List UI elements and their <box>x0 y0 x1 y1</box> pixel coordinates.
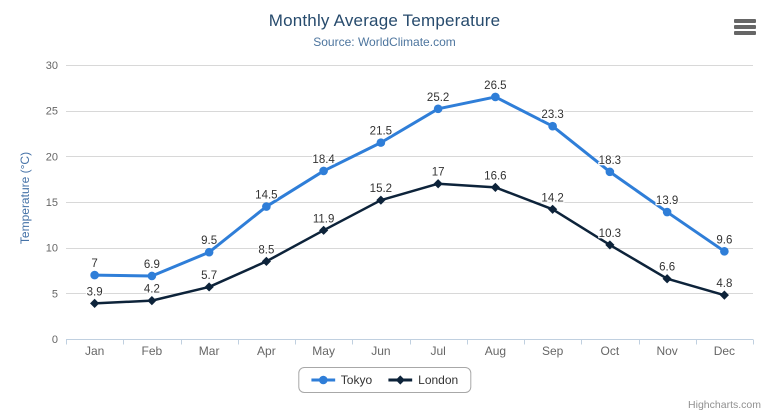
data-point-tokyo[interactable] <box>548 121 557 131</box>
data-label: 4.2 <box>144 284 160 296</box>
data-point-london[interactable] <box>605 240 615 250</box>
chart-title: Monthly Average Temperature <box>268 11 501 30</box>
x-axis-label: Nov <box>656 344 677 358</box>
highcharts-credits-link[interactable]: Highcharts.com <box>688 399 761 411</box>
x-axis-label: Aug <box>485 344 506 358</box>
data-point-london[interactable] <box>719 290 729 300</box>
legend-label-tokyo: Tokyo <box>340 373 373 387</box>
hamburger-menu-button[interactable] <box>734 19 756 35</box>
data-point-tokyo[interactable] <box>433 104 443 114</box>
x-axis-label: Mar <box>199 344 220 358</box>
data-point-tokyo[interactable] <box>376 138 386 147</box>
data-point-london[interactable] <box>90 298 100 308</box>
x-axis-label: Apr <box>257 344 276 358</box>
data-point-london[interactable] <box>433 179 443 189</box>
data-point-tokyo[interactable] <box>662 207 672 217</box>
y-axis-label: 10 <box>46 243 58 255</box>
x-axis-label: Oct <box>601 344 620 358</box>
hamburger-menu-icon <box>734 25 756 29</box>
data-label: 7 <box>91 258 97 270</box>
data-point-tokyo[interactable] <box>90 270 99 280</box>
data-label: 16.6 <box>484 170 506 182</box>
series-line-london[interactable] <box>93 182 726 305</box>
data-label: 14.2 <box>541 192 563 204</box>
x-axis-label: Jun <box>371 344 390 358</box>
data-label: 18.4 <box>312 154 335 166</box>
data-label: 6.6 <box>659 262 675 274</box>
legend-marker-diamond-icon <box>388 375 413 385</box>
data-label: 6.9 <box>144 259 160 271</box>
data-label: 4.8 <box>716 278 732 290</box>
data-point-tokyo[interactable] <box>262 202 271 211</box>
data-label: 3.9 <box>87 286 103 298</box>
data-point-london[interactable] <box>548 204 558 214</box>
data-point-london[interactable] <box>261 256 271 266</box>
data-point-london[interactable] <box>376 195 386 205</box>
y-axis-label: 15 <box>46 197 58 209</box>
y-axis-label: 20 <box>46 151 58 163</box>
data-label: 8.5 <box>258 244 274 256</box>
x-axis-label: Jan <box>85 344 104 358</box>
data-point-tokyo[interactable] <box>720 247 729 256</box>
data-point-london[interactable] <box>662 274 672 284</box>
data-point-tokyo[interactable] <box>605 167 615 177</box>
data-label: 23.3 <box>541 109 563 121</box>
x-axis-label: Dec <box>714 344 735 358</box>
hamburger-menu-icon <box>734 31 756 35</box>
data-label: 9.5 <box>201 235 217 247</box>
data-label: 14.5 <box>255 190 277 202</box>
data-point-tokyo[interactable] <box>319 166 328 176</box>
data-label: 11.9 <box>313 213 335 225</box>
data-label: 25.2 <box>427 92 449 104</box>
data-point-tokyo[interactable] <box>147 271 157 281</box>
data-point-london[interactable] <box>147 296 157 306</box>
series-line-tokyo[interactable] <box>93 95 726 278</box>
data-label: 10.3 <box>599 228 621 240</box>
data-point-london[interactable] <box>204 282 214 292</box>
data-label: 17 <box>432 167 445 179</box>
data-label: 21.5 <box>370 126 392 138</box>
legend: Tokyo London <box>297 367 472 393</box>
data-label: 13.9 <box>656 195 678 207</box>
hamburger-menu-icon <box>734 19 756 23</box>
x-axis-label: Sep <box>542 344 564 358</box>
y-axis-label: 25 <box>46 106 58 118</box>
data-point-london[interactable] <box>319 225 329 235</box>
y-axis-label: 30 <box>46 60 58 72</box>
y-axis-label: 0 <box>52 334 58 346</box>
data-label: 26.5 <box>484 80 506 92</box>
data-label: 15.2 <box>370 183 392 195</box>
legend-item-london[interactable]: London <box>388 373 458 387</box>
data-point-tokyo[interactable] <box>204 247 214 257</box>
data-point-london[interactable] <box>490 182 500 192</box>
y-axis-label: 5 <box>52 288 58 300</box>
data-label: 9.6 <box>716 234 732 246</box>
chart-subtitle: Source: WorldClimate.com <box>313 35 456 49</box>
x-axis-label: Feb <box>142 344 163 358</box>
x-axis-label: Jul <box>430 344 445 358</box>
legend-marker-circle-icon <box>310 375 335 385</box>
data-point-tokyo[interactable] <box>491 92 500 102</box>
legend-item-tokyo[interactable]: Tokyo <box>310 373 373 387</box>
legend-label-london: London <box>418 373 459 387</box>
x-axis-label: May <box>312 344 335 358</box>
data-label: 18.3 <box>599 155 621 167</box>
data-label: 5.7 <box>201 270 217 282</box>
